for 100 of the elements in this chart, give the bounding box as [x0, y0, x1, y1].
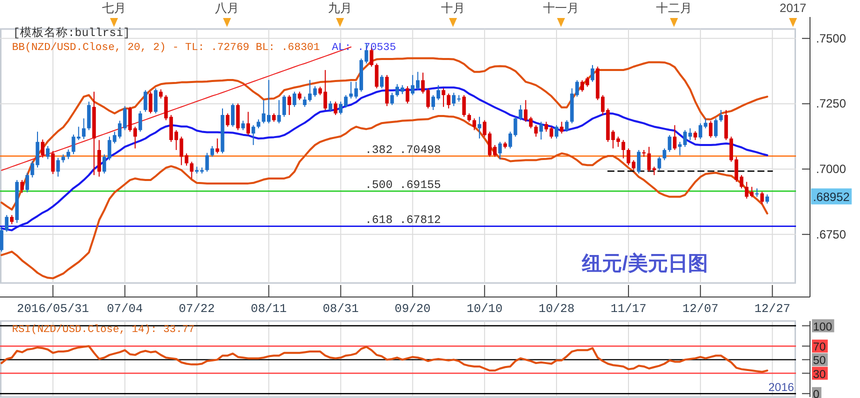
candlestick — [246, 111, 250, 136]
candlestick — [138, 110, 142, 132]
candlestick — [406, 86, 410, 104]
candlestick — [672, 124, 677, 150]
text: 九月 — [328, 1, 352, 15]
candlestick — [374, 62, 378, 89]
text: 十一月 — [543, 1, 579, 15]
candlestick — [760, 191, 764, 205]
candlestick — [210, 146, 214, 158]
candlestick — [534, 124, 538, 138]
candlestick — [56, 157, 60, 178]
ref-line-label: .382 .70498 — [365, 144, 442, 158]
candlestick — [658, 156, 662, 171]
candlestick — [51, 150, 55, 175]
ref-line-label: .618 .67812 — [365, 214, 442, 228]
line-series — [0, 115, 768, 280]
candlestick — [421, 72, 425, 94]
candlestick — [216, 138, 220, 154]
candlestick — [636, 149, 641, 174]
candlestick — [714, 118, 718, 138]
annotation: 纽元/美元日图 — [581, 252, 708, 275]
y-tick-label: .7000 — [816, 162, 846, 176]
y-tick-label: .6750 — [816, 227, 846, 242]
annotation: RSI(NZD/USD.Close, 14): 33.77 — [12, 324, 195, 336]
x-tick-label: 2016/05/31 — [16, 302, 89, 316]
candlestick — [292, 91, 296, 108]
candlestick — [575, 80, 579, 98]
candlestick — [662, 148, 666, 161]
candlestick — [10, 214, 14, 225]
candlestick — [66, 148, 70, 160]
x-tick-label: 09/20 — [394, 302, 431, 316]
candlestick — [719, 110, 723, 122]
candlestick — [190, 161, 194, 179]
annotation: [模板名称:bullrsi] — [13, 26, 130, 40]
y-tick-label: 70 — [813, 342, 826, 354]
candlestick — [46, 146, 50, 160]
candlestick — [380, 74, 384, 89]
candlestick — [560, 121, 564, 134]
candlestick — [226, 112, 230, 128]
candlestick — [698, 122, 702, 140]
annotation: 2016 — [768, 382, 794, 394]
x-tick-label: 07/22 — [178, 302, 215, 316]
candlestick — [40, 139, 44, 158]
candlestick — [148, 91, 152, 114]
candlestick — [82, 118, 86, 140]
candlestick — [328, 100, 332, 112]
candlestick — [426, 88, 430, 109]
candlestick — [755, 188, 759, 198]
candlestick — [25, 172, 30, 193]
candlestick — [390, 92, 394, 106]
x-tick-label: 12/07 — [682, 302, 718, 316]
candlestick — [518, 104, 522, 121]
candlestick — [20, 180, 24, 194]
candlestick — [565, 120, 569, 132]
text: 七月 — [102, 1, 126, 15]
candlestick — [334, 101, 338, 116]
text: 八月 — [215, 1, 239, 15]
ref-line-label: .500 .69155 — [365, 179, 442, 192]
candlestick — [87, 101, 91, 131]
candlestick — [622, 140, 626, 159]
text: 十二月 — [656, 1, 692, 15]
candlestick — [4, 214, 8, 232]
y-tick-label: 50 — [813, 355, 826, 368]
candlestick — [0, 226, 4, 252]
x-tick-label: 08/31 — [322, 302, 359, 316]
x-tick-label: 07/04 — [106, 302, 143, 316]
candlestick — [205, 152, 209, 172]
candlestick — [241, 120, 245, 131]
y-tick-label: 30 — [813, 368, 826, 381]
candlestick — [288, 94, 292, 116]
candlestick — [472, 118, 476, 131]
x-tick-label: 12/27 — [754, 302, 790, 316]
candlestick — [446, 93, 450, 109]
candlestick — [668, 134, 672, 152]
candlestick — [554, 124, 558, 139]
text: 2017 — [780, 1, 807, 15]
text: .68952 — [813, 190, 850, 204]
y-tick-label: 0 — [813, 389, 820, 398]
candlestick — [159, 88, 163, 100]
candlestick — [252, 124, 256, 146]
x-tick-label: 10/28 — [538, 302, 575, 316]
line-series — [0, 345, 768, 373]
candlestick — [236, 102, 240, 131]
y-tick-label: .7250 — [816, 96, 846, 111]
candlestick — [144, 90, 148, 112]
candlestick — [154, 88, 158, 114]
candlestick — [765, 194, 770, 204]
x-tick-label: 10/10 — [466, 302, 503, 316]
candlestick — [708, 120, 712, 138]
y-tick-label: 100 — [813, 321, 832, 334]
candlestick — [478, 116, 482, 139]
candlestick — [97, 140, 101, 178]
annotation: BB(NZD/USD.Close, 20, 2) - TL: .72769 BL: .68301 — [12, 42, 320, 54]
x-tick-label: 08/11 — [250, 302, 287, 316]
y-tick-label: .7500 — [816, 31, 846, 46]
candlestick — [539, 121, 543, 140]
candlestick — [590, 64, 594, 82]
candlestick — [724, 110, 728, 141]
candlestick — [442, 88, 446, 108]
candlestick — [462, 94, 466, 118]
